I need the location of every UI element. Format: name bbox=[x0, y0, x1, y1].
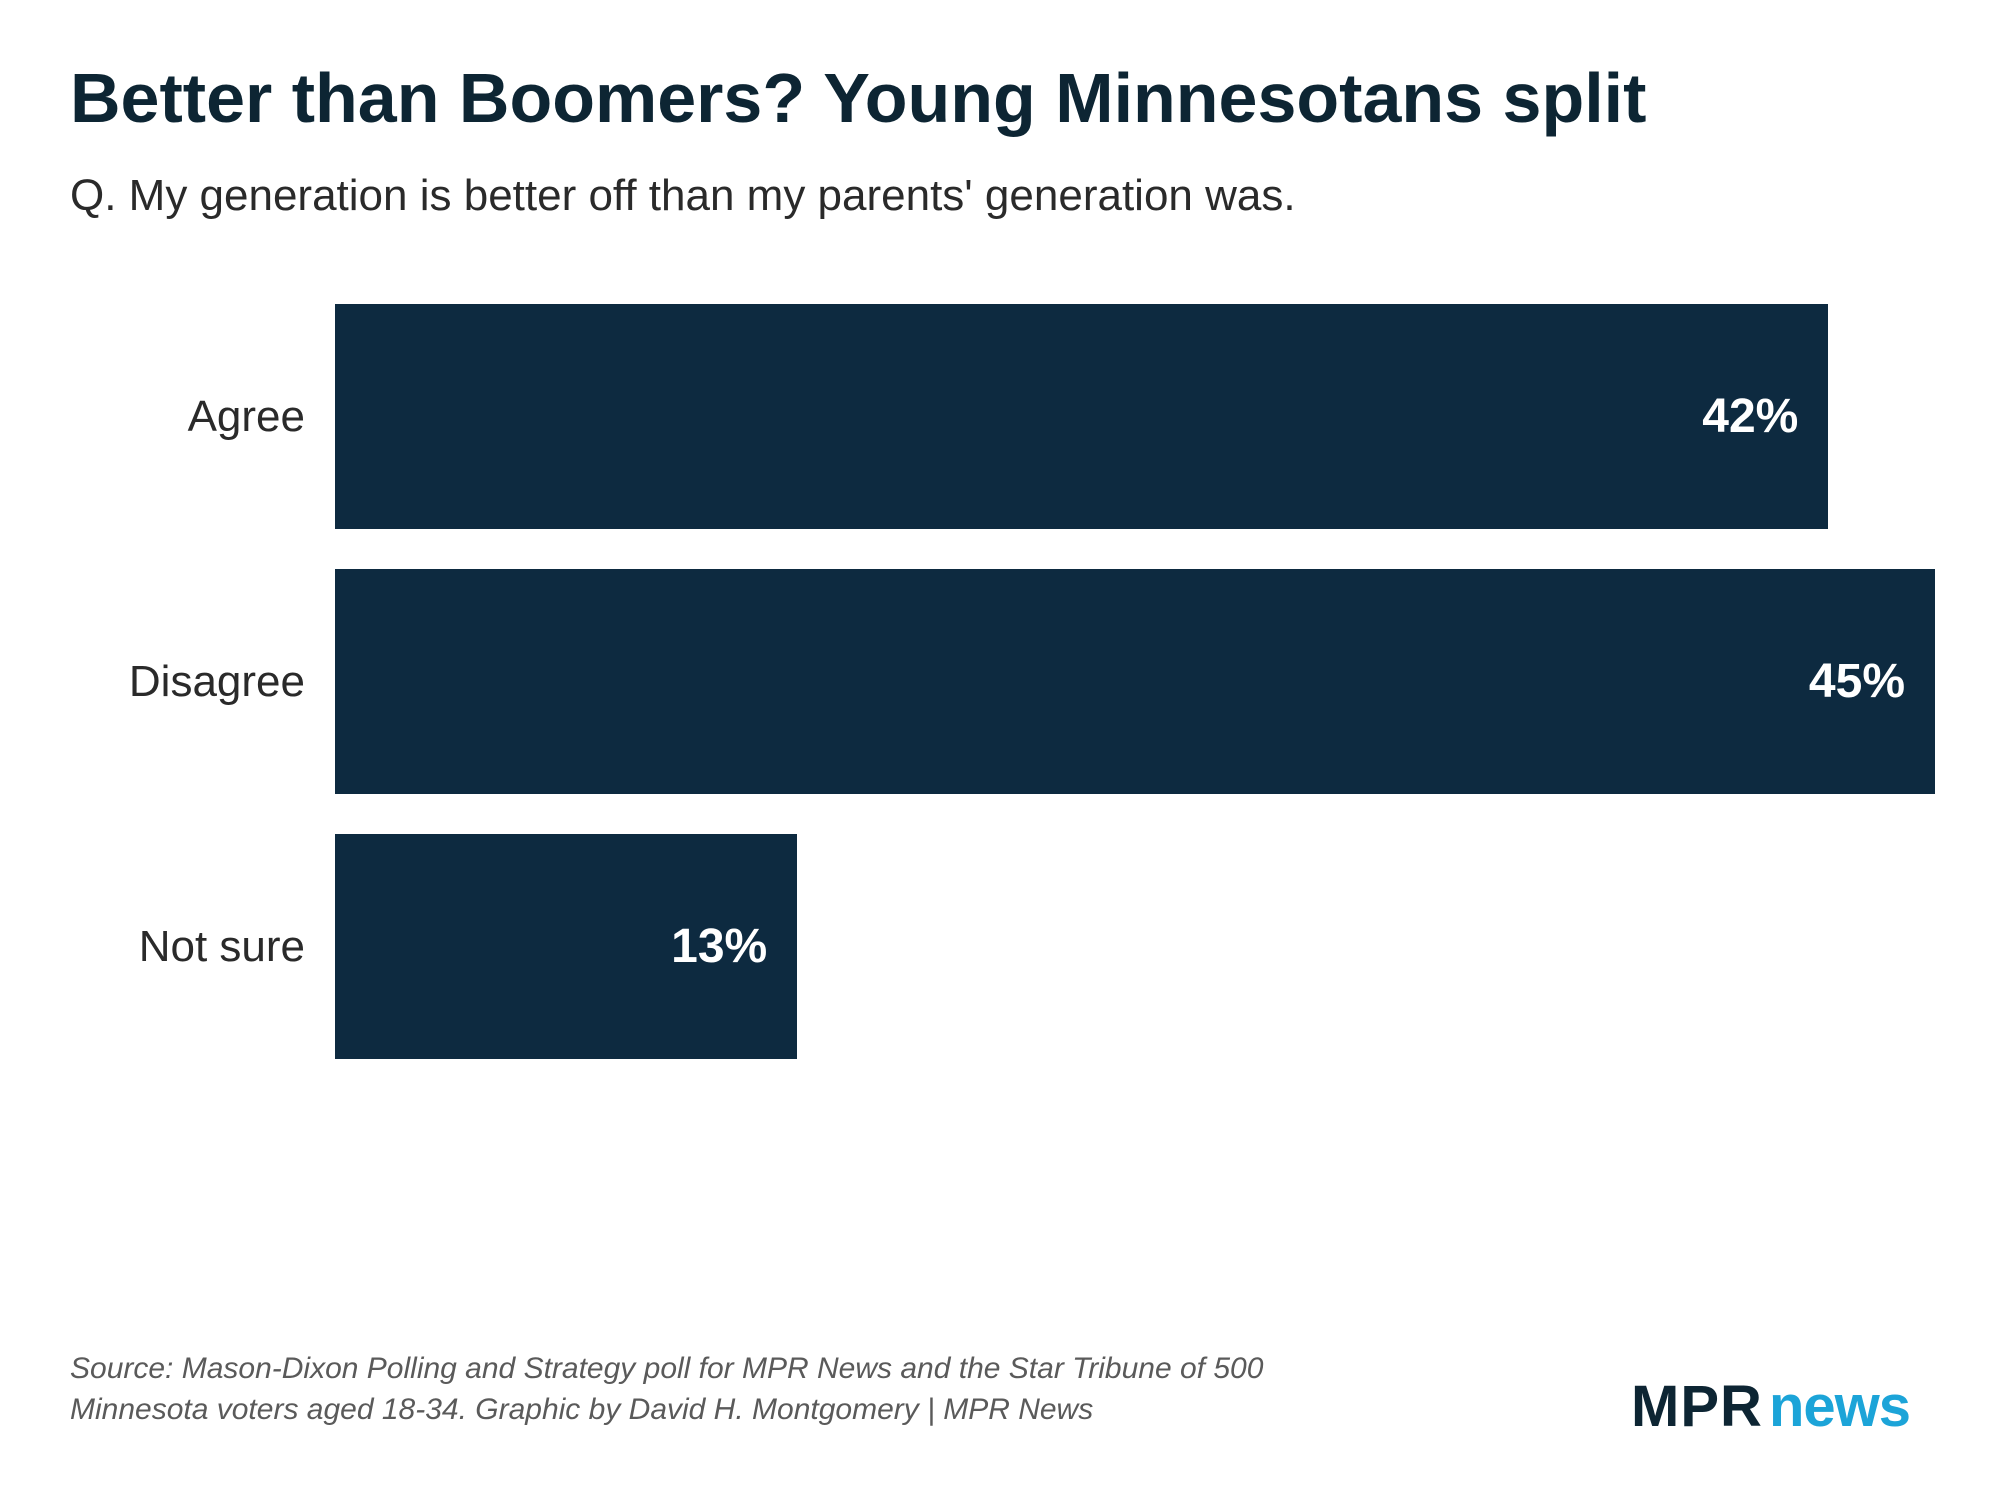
mpr-news-logo: MPR news bbox=[1631, 1373, 1910, 1440]
bar-row: Disagree 45% bbox=[70, 569, 2000, 794]
category-label: Agree bbox=[70, 392, 335, 442]
bar: 42% bbox=[335, 304, 1828, 529]
chart-title: Better than Boomers? Young Minnesotans s… bbox=[70, 60, 2000, 137]
bar-row: Not sure 13% bbox=[70, 834, 2000, 1059]
value-label: 13% bbox=[671, 919, 767, 974]
value-label: 42% bbox=[1702, 389, 1798, 444]
category-label: Disagree bbox=[70, 657, 335, 707]
bar: 45% bbox=[335, 569, 1935, 794]
source-attribution: Source: Mason-Dixon Polling and Strategy… bbox=[70, 1349, 1370, 1430]
bar: 13% bbox=[335, 834, 797, 1059]
bar-chart: Agree 42% Disagree 45% Not sure 13% bbox=[70, 304, 2000, 1059]
value-label: 45% bbox=[1809, 654, 1905, 709]
chart-subtitle: Q. My generation is better off than my p… bbox=[70, 167, 2000, 224]
logo-news-text: news bbox=[1769, 1373, 1910, 1440]
bar-row: Agree 42% bbox=[70, 304, 2000, 529]
category-label: Not sure bbox=[70, 922, 335, 972]
logo-mpr-text: MPR bbox=[1631, 1373, 1763, 1440]
